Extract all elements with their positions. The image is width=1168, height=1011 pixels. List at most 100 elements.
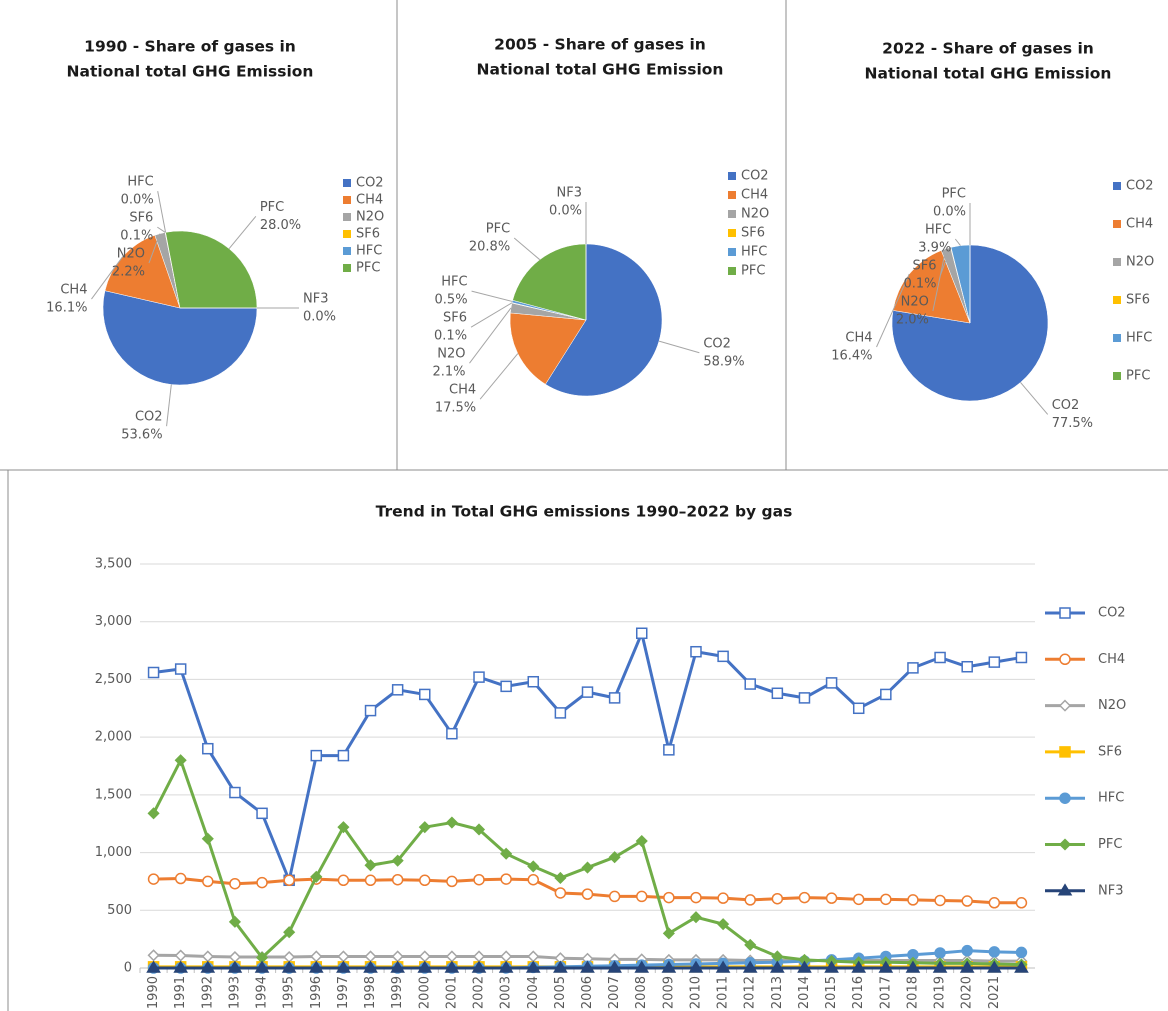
marker <box>1014 960 1029 973</box>
marker <box>934 947 946 959</box>
x-tick-label: 2012 <box>743 976 758 1009</box>
marker <box>527 873 540 886</box>
marker <box>825 677 838 689</box>
legend-swatch <box>728 248 736 256</box>
x-tick-label: 2000 <box>417 976 432 1009</box>
marker <box>202 875 214 888</box>
marker <box>717 650 729 663</box>
marker <box>174 949 187 962</box>
marker <box>905 960 921 973</box>
marker <box>364 874 377 887</box>
x-tick-label: 1997 <box>336 976 351 1009</box>
marker <box>878 960 894 973</box>
marker <box>607 960 622 973</box>
y-tick-label: 3,000 <box>95 614 132 629</box>
marker <box>744 678 756 690</box>
marker <box>825 892 838 904</box>
marker <box>256 876 268 889</box>
marker <box>527 860 540 873</box>
marker <box>390 960 405 973</box>
marker <box>581 686 594 698</box>
marker <box>608 692 621 704</box>
marker <box>608 890 621 903</box>
marker <box>608 851 621 864</box>
x-tick-label: 1993 <box>227 976 242 1009</box>
slice-label: 3.9% <box>918 241 951 256</box>
marker <box>771 892 784 905</box>
marker <box>310 950 323 963</box>
leader-line <box>157 226 166 233</box>
x-tick-label: 2003 <box>499 976 514 1009</box>
slice-label: 0.1% <box>434 329 467 344</box>
leader-line <box>658 340 700 354</box>
marker <box>201 950 214 963</box>
marker <box>742 960 758 973</box>
x-tick-label: 2009 <box>661 976 676 1009</box>
marker <box>473 873 485 886</box>
legend-label: CO2 <box>1126 179 1154 194</box>
leader-line <box>91 256 124 300</box>
slice-name: N2O <box>901 295 929 310</box>
legend-label: CH4 <box>741 188 768 203</box>
marker <box>689 911 703 924</box>
marker <box>527 950 540 963</box>
marker <box>174 663 187 675</box>
marker <box>363 960 378 973</box>
marker <box>391 684 404 696</box>
marker <box>146 960 161 973</box>
x-tick-label: 2018 <box>905 976 920 1009</box>
legend-label: HFC <box>356 244 382 259</box>
legend-label: SF6 <box>741 226 765 241</box>
x-tick-label: 2021 <box>987 976 1002 1009</box>
marker <box>635 890 648 903</box>
slice-label: 2.0% <box>896 313 929 328</box>
x-tick-label: 1996 <box>309 976 324 1009</box>
slice-name: PFC <box>260 200 284 215</box>
slice-name: CO2 <box>135 410 163 425</box>
slice-name: CH4 <box>845 331 872 346</box>
marker <box>1058 699 1072 712</box>
marker <box>445 950 458 963</box>
y-tick-label: 0 <box>124 961 132 976</box>
leader-line <box>940 247 952 276</box>
marker <box>690 891 702 904</box>
marker <box>635 627 648 640</box>
marker <box>824 960 839 973</box>
x-tick-label: 2001 <box>444 976 459 1009</box>
marker <box>228 950 241 964</box>
legend-swatch <box>343 213 351 221</box>
marker <box>554 707 567 719</box>
marker <box>988 656 1001 668</box>
legend-swatch <box>343 230 351 238</box>
slice-name: CH4 <box>60 283 87 298</box>
marker <box>554 887 567 899</box>
y-tick-label: 1,000 <box>95 845 132 860</box>
legend-swatch <box>728 172 736 180</box>
slice-label: 53.6% <box>121 428 162 443</box>
marker <box>986 960 1002 973</box>
marker <box>1015 897 1028 909</box>
marker <box>500 950 513 963</box>
y-tick-label: 2,500 <box>95 672 132 687</box>
slice-name: HFC <box>925 223 951 238</box>
marker <box>281 960 297 973</box>
x-tick-label: 2011 <box>716 976 731 1009</box>
legend-label: HFC <box>741 245 767 260</box>
legend-label: CH4 <box>1126 217 1153 232</box>
marker <box>961 660 973 673</box>
marker <box>690 645 702 658</box>
marker <box>254 960 270 973</box>
marker <box>337 950 350 963</box>
chart-title: National total GHG Emission <box>865 65 1112 83</box>
marker <box>147 807 160 820</box>
legend-label: CH4 <box>1098 652 1125 667</box>
marker <box>500 680 512 693</box>
marker <box>688 960 704 973</box>
marker <box>1059 746 1071 758</box>
marker <box>227 960 243 973</box>
legend-label: HFC <box>1098 791 1124 806</box>
y-tick-label: 1,500 <box>95 787 132 802</box>
marker <box>852 893 865 906</box>
slice-name: HFC <box>127 175 153 190</box>
leader-line <box>469 307 512 364</box>
